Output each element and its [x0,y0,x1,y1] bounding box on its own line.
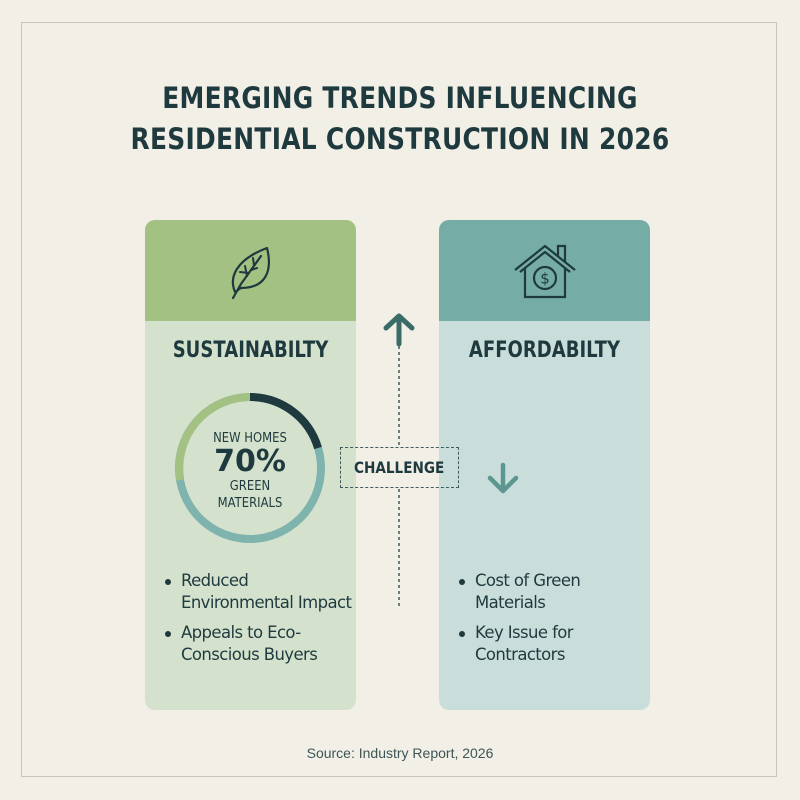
challenge-label-box: CHALLENGE [340,447,459,488]
page-frame [21,22,777,777]
leaf-icon [231,246,270,300]
donut-value: 70% [214,444,286,479]
green-materials-donut [175,393,325,543]
affordability-bullets: Cost of Green Materials Key Issue for Co… [457,570,647,674]
challenge-label: CHALLENGE [354,458,445,477]
affordability-heading: AFFORDABILTY [468,338,621,363]
sustainability-header-band [145,220,356,321]
donut-line-1: NEW HOMES [213,430,287,446]
affordability-header-band: $ [439,220,650,321]
bullet-item: Reduced Environmental Impact [163,570,353,614]
sustainability-heading: SUSTAINABILTY [172,338,329,363]
page-title: EMERGING TRENDS INFLUENCING RESIDENTIAL … [56,78,744,160]
svg-text:$: $ [540,270,550,288]
sustainability-bullets: Reduced Environmental Impact Appeals to … [163,570,353,674]
donut-line-2: GREEN [229,478,271,494]
donut-label: NEW HOMES 70% GREEN MATERIALS [172,430,328,512]
house-dollar-icon: $ [513,244,576,299]
bullet-item: Cost of Green Materials [457,570,647,614]
donut-line-3: MATERIALS [217,495,283,511]
affordability-card: $ AFFORDABILTY Cost of Green Materials K… [439,220,650,710]
bullet-item: Key Issue for Contractors [457,622,647,666]
bullet-item: Appeals to Eco-Conscious Buyers [163,622,353,666]
title-line-1: EMERGING TRENDS INFLUENCING [162,81,638,115]
source-caption: Source: Industry Report, 2026 [306,745,494,761]
title-line-2: RESIDENTIAL CONSTRUCTION IN 2026 [130,122,670,156]
